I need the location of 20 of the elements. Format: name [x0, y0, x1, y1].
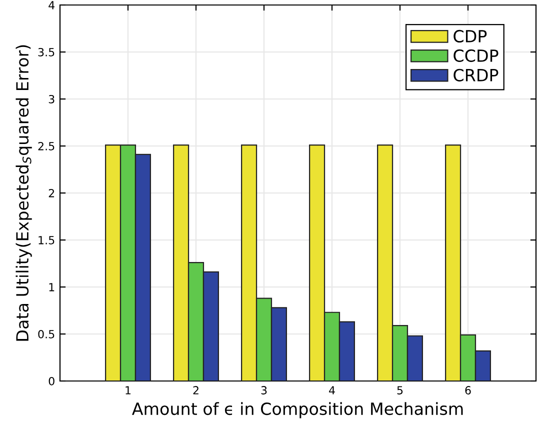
y-axis-title: Data Utility(Expected$_{S}$quared Error) [16, 45, 32, 341]
x-tick-label: 6 [465, 386, 471, 394]
x-tick-label: 2 [193, 386, 198, 394]
x-tick-label: 5 [397, 386, 403, 394]
y-tick-label: 4 [48, 1, 55, 10]
x-axis-title: Amount of ϵ in Composition Mechanism [132, 402, 463, 418]
y-tick-label: 3 [48, 94, 54, 104]
legend-label: CCDP [454, 49, 498, 62]
x-tick-label: 3 [261, 386, 267, 394]
y-tick-label: 2.5 [38, 142, 54, 150]
y-tick-label: 2 [48, 188, 54, 198]
x-tick-label: 1 [126, 386, 131, 394]
y-tick-label: 3.5 [38, 48, 54, 56]
y-tick-label: 0.5 [38, 330, 54, 338]
legend-label: CDP [454, 30, 487, 43]
y-tick-label: 1 [49, 283, 54, 292]
y-tick-label: 0 [48, 376, 54, 386]
y-tick-label: 1.5 [38, 236, 54, 244]
x-tick-label: 4 [329, 386, 335, 394]
legend-label: CRDP [454, 68, 498, 82]
